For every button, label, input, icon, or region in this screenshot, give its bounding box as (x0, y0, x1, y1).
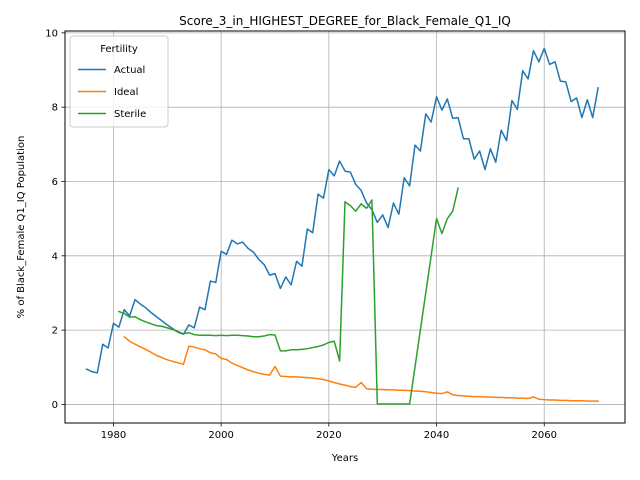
y-tick-label: 2 (52, 326, 58, 337)
legend-box (69, 35, 169, 128)
legend-entries: Actual Ideal Sterile (78, 65, 146, 120)
series-layer (85, 47, 599, 405)
x-tick-label: 1980 (101, 430, 126, 441)
y-tick-label: 10 (45, 28, 58, 39)
legend-title: Fertility (100, 44, 138, 55)
x-tick-label: 2040 (424, 430, 449, 441)
y-axis-title: % of Black_Female Q1_IQ Population (16, 136, 27, 319)
series-line-ideal (123, 335, 599, 402)
series-line-actual (85, 47, 599, 374)
grid (65, 31, 625, 423)
series-line-sterile (117, 187, 459, 405)
plot-frame (64, 30, 626, 424)
x-tick-label: 2060 (532, 430, 557, 441)
legend: Fertility Actual Ideal Sterile (69, 35, 169, 128)
y-tick-label: 0 (52, 400, 58, 411)
ticks: 1980 2000 2020 2040 2060 0 2 4 6 8 10 (45, 28, 557, 441)
y-tick-label: 4 (52, 251, 58, 262)
y-tick-label: 6 (52, 177, 58, 188)
x-tick-label: 2000 (208, 430, 233, 441)
legend-label: Actual (114, 65, 145, 76)
x-axis-title: Years (331, 453, 358, 464)
legend-label: Sterile (114, 109, 146, 120)
y-tick-label: 8 (52, 103, 58, 114)
legend-label: Ideal (114, 87, 138, 98)
x-tick-label: 2020 (316, 430, 341, 441)
chart-title: Score_3_in_HIGHEST_DEGREE_for_Black_Fema… (179, 14, 511, 28)
